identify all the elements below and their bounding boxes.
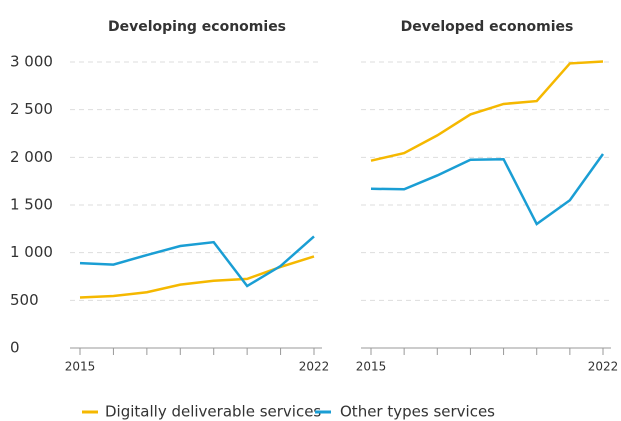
line-series [370,153,605,226]
y-tick-label: 1 500 [10,196,53,214]
x-tick-label: 2022 [588,360,619,374]
y-tick-label: 3 000 [10,53,53,71]
line-series [370,60,604,162]
panel-title: Developing economies [108,19,286,35]
legend-label: Other types services [340,403,495,421]
y-tick-label: 0 [10,339,20,357]
line-series [79,235,315,288]
legend-label: Digitally deliverable services [105,403,321,421]
y-tick-label: 2 000 [10,148,53,166]
y-tick-label: 1 000 [10,243,53,261]
x-tick-label: 2022 [299,360,330,374]
x-tick-label: 2015 [65,360,96,374]
panel-title: Developed economies [401,19,574,35]
x-tick-label: 2015 [356,360,387,374]
y-tick-label: 500 [10,291,39,309]
y-tick-label: 2 500 [10,100,53,118]
line-series [79,255,315,299]
